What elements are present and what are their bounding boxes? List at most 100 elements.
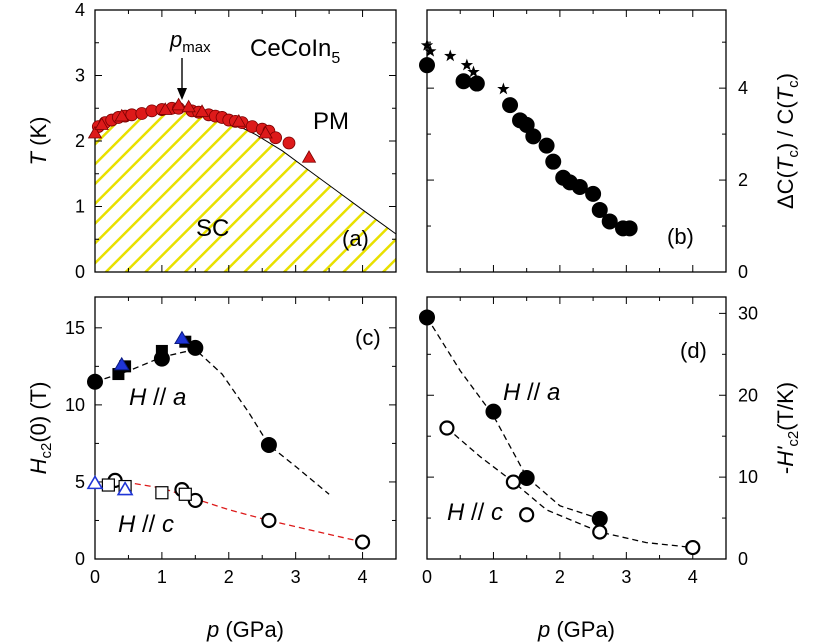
panel-a: 0 1 2 3 4 CeCoIn5 pmax PM SC (a) T (K) — [26, 0, 397, 282]
data-point — [685, 539, 701, 556]
data-point — [502, 97, 519, 114]
data-point — [525, 128, 542, 145]
data-point — [116, 481, 134, 496]
data-point — [194, 104, 210, 117]
plot-frame — [426, 9, 727, 273]
data-point — [571, 178, 588, 195]
x-tick-label: 2 — [224, 567, 234, 587]
y-axis-label-d: -H'c2(T/K) — [773, 382, 802, 474]
y-tick-label: 2 — [738, 170, 748, 190]
y-tick-label: 2 — [75, 131, 85, 151]
x-tick-label: 4 — [688, 567, 698, 587]
data-point — [468, 75, 485, 92]
data-point — [301, 150, 317, 163]
data-point — [419, 309, 435, 326]
x-tick-label: 0 — [90, 567, 100, 587]
data-point — [545, 153, 562, 170]
data-point — [231, 114, 247, 127]
fit-dashed-line — [446, 427, 693, 549]
y-tick-label: 30 — [738, 303, 758, 323]
x-tick-label: 3 — [621, 567, 631, 587]
plot-frame — [426, 296, 727, 560]
data-point — [455, 73, 472, 90]
pmax-arrowhead — [177, 88, 187, 100]
data-point — [420, 38, 434, 51]
data-point — [282, 136, 296, 150]
data-point — [181, 99, 196, 113]
data-point — [519, 507, 535, 523]
pmax-label: pmax — [169, 27, 211, 56]
data-point — [591, 510, 608, 527]
data-point — [261, 512, 277, 529]
data-point — [424, 44, 437, 57]
panel-label-c: (c) — [355, 325, 381, 350]
data-point — [354, 534, 371, 550]
sc-label: SC — [196, 215, 229, 242]
panel-label-b: (b) — [667, 224, 694, 249]
x-tick-label: 2 — [555, 567, 565, 587]
data-point — [591, 201, 608, 218]
y-tick-label: 0 — [75, 549, 85, 569]
label-h-parallel-c: H // c — [118, 511, 174, 538]
data-point — [467, 65, 480, 78]
data-point — [518, 469, 535, 486]
data-point — [174, 330, 190, 345]
data-point — [592, 524, 608, 540]
data-point — [585, 185, 602, 202]
y-tick-label: 0 — [738, 549, 748, 569]
data-point — [114, 108, 129, 122]
data-point — [497, 82, 510, 95]
data-point — [460, 58, 474, 71]
data-point — [601, 213, 618, 230]
data-point — [101, 478, 115, 492]
x-tick-label: 0 — [422, 567, 432, 587]
x-axis-label-c: p (GPa) — [206, 617, 284, 642]
sc-region — [95, 105, 396, 272]
data-point — [158, 102, 173, 115]
panel-d: 0 1 2 3 4 0 10 20 30 (d) H // a H // c p (GPa) — [419, 296, 758, 642]
data-point — [187, 339, 204, 356]
y-tick-label: 5 — [75, 472, 85, 492]
y-labels-bottom: Hc2(0) (T) -H'c2(T/K) — [26, 382, 802, 475]
y-tick-label: 0 — [75, 262, 85, 282]
data-point — [113, 356, 130, 371]
fit-dashed-line — [94, 348, 330, 495]
y-tick-label: 10 — [65, 395, 85, 415]
y-tick-label: 15 — [65, 318, 85, 338]
y-tick-label: 1 — [75, 197, 85, 217]
data-point — [87, 373, 103, 390]
y-tick-label: 20 — [738, 385, 758, 405]
x-tick-label: 1 — [488, 567, 498, 587]
label-h-parallel-c: H // c — [447, 499, 503, 526]
y-tick-label: 0 — [738, 262, 748, 282]
data-point — [155, 486, 169, 500]
label-h-parallel-a: H // a — [129, 384, 186, 411]
panel-c: 0 1 2 3 4 0 5 10 15 (c) H // a H // c p (GPa) — [65, 296, 397, 642]
fit-dashed-line — [426, 317, 601, 520]
y-axis-label-a: T (K) — [26, 117, 51, 166]
y-tick-label: 4 — [75, 0, 85, 20]
data-point — [171, 97, 186, 111]
x-tick-label: 3 — [291, 567, 301, 587]
x-axis-label-d: p (GPa) — [537, 617, 615, 642]
data-point — [260, 436, 277, 453]
y-tick-label: 10 — [738, 467, 758, 487]
y-axis-label-c: Hc2(0) (T) — [26, 382, 55, 475]
x-tick-label: 1 — [157, 567, 167, 587]
data-point — [538, 137, 555, 154]
panel-label-a: (a) — [342, 226, 369, 251]
data-point — [86, 474, 104, 490]
x-tick-label: 4 — [358, 567, 368, 587]
data-point — [485, 403, 502, 420]
y-tick-label: 4 — [738, 78, 748, 98]
data-point — [621, 220, 638, 237]
plot-frame — [94, 296, 397, 560]
data-point — [155, 344, 168, 357]
y-axis-label-b: ΔC(Tc) / C(Tc) — [773, 73, 802, 209]
data-point — [444, 49, 457, 62]
label-h-parallel-a: H // a — [503, 379, 560, 406]
data-point — [87, 125, 103, 139]
data-point — [178, 487, 192, 501]
data-point — [419, 57, 435, 74]
